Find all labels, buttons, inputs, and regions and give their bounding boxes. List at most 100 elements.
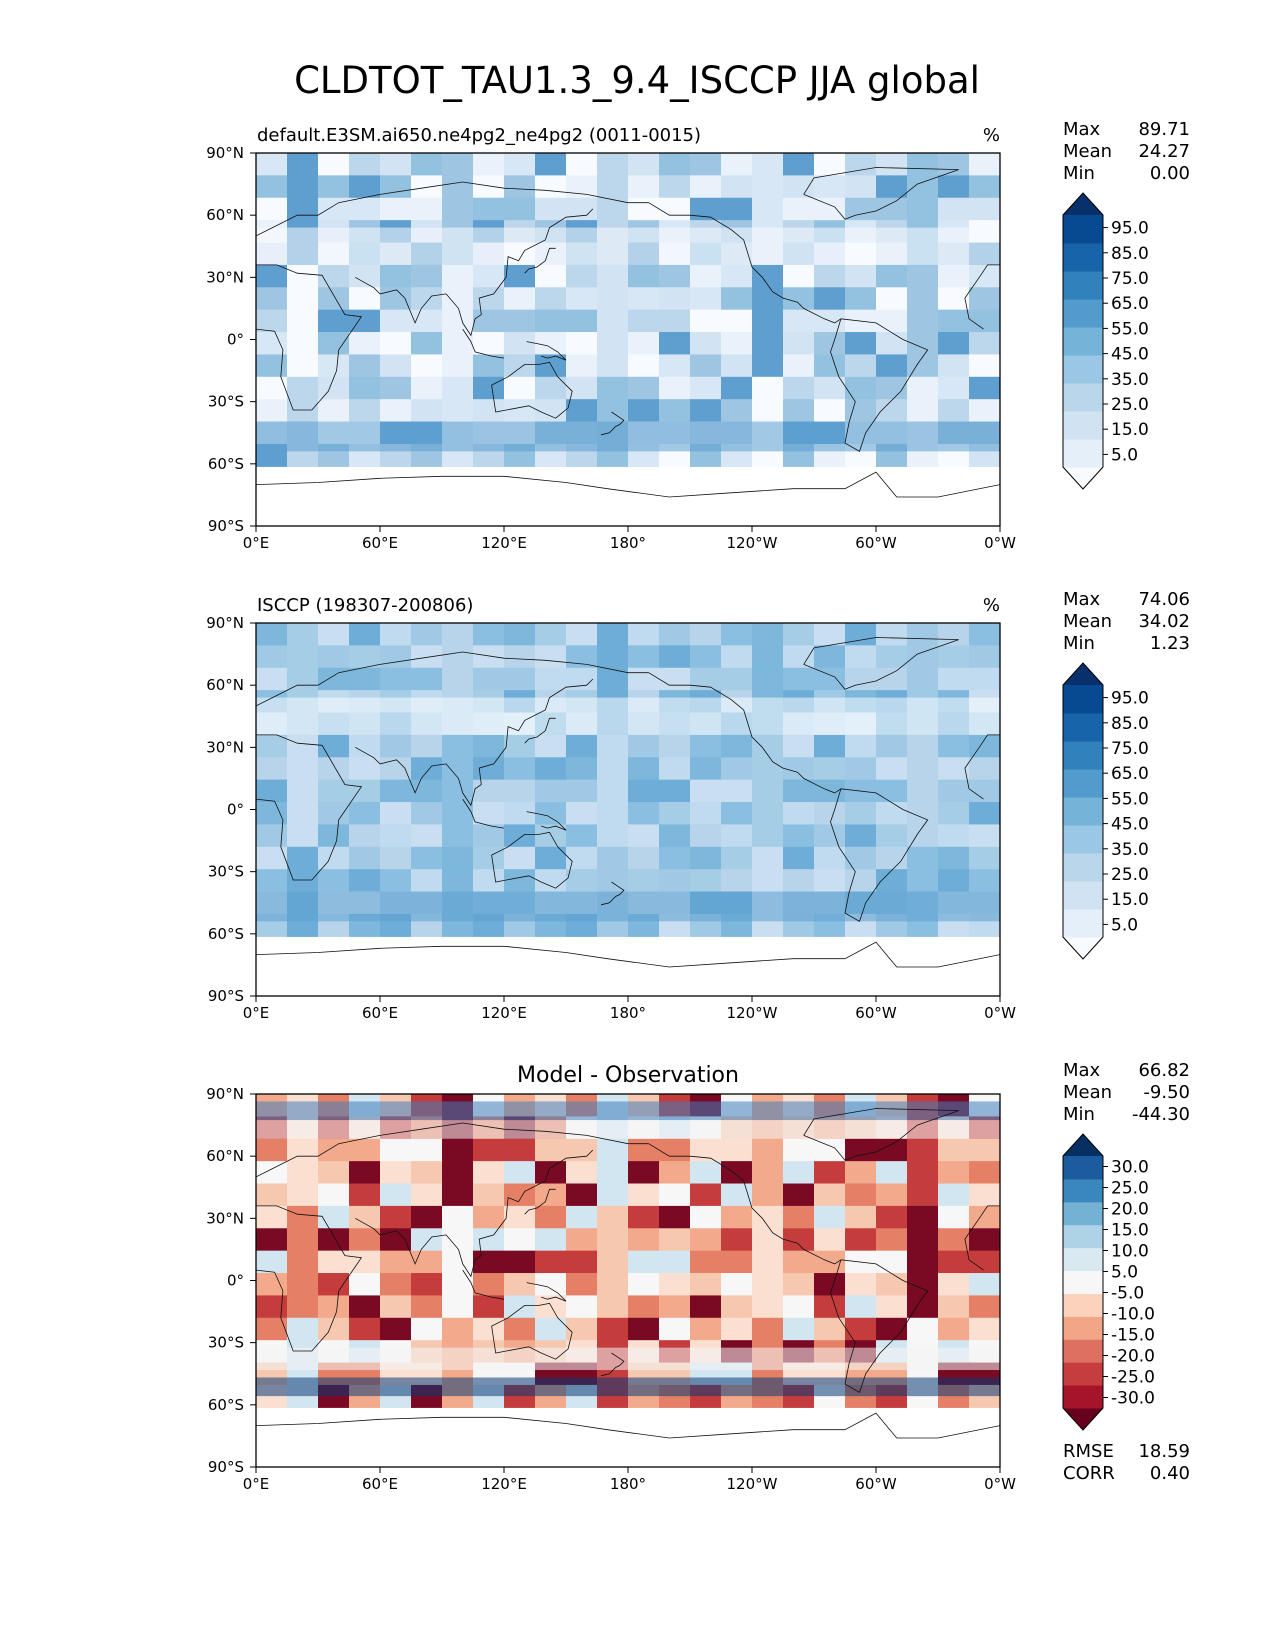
y-tick-label: 0° [227, 801, 244, 819]
figure-title: CLDTOT_TAU1.3_9.4_ISCCP JJA global [294, 59, 980, 102]
colorbar-tick-label: 65.0 [1111, 294, 1149, 314]
panel-obs-title: ISCCP (198307-200806) [257, 595, 473, 616]
x-tick-label: 120°E [481, 1004, 527, 1022]
y-tick-label: 30°S [208, 863, 244, 881]
colorbar-tick-label: 25.0 [1111, 1179, 1149, 1199]
stat-label: Min [1063, 163, 1095, 184]
y-tick-label: 60°N [206, 676, 244, 694]
colorbar-tick-label: 75.0 [1111, 269, 1149, 289]
x-tick-label: 0°W [984, 534, 1016, 552]
colorbar-tick-label: 95.0 [1111, 219, 1149, 239]
y-tick-label: 90°N [206, 144, 244, 162]
x-tick-label: 180° [610, 1004, 646, 1022]
x-tick-label: 0°E [243, 1004, 270, 1022]
x-tick-label: 180° [610, 1475, 646, 1493]
stat-value: -9.50 [1143, 1082, 1190, 1103]
panels: default.E3SM.ai650.ne4pg2_ne4pg2 (0011-0… [206, 119, 1190, 1493]
panel-obs-coastlines [256, 637, 1000, 968]
stat-value: 74.06 [1138, 589, 1190, 610]
stat-label: Min [1063, 1104, 1095, 1125]
bottom-stat-label: RMSE [1063, 1441, 1114, 1462]
colorbar-tick-label: 15.0 [1111, 1221, 1149, 1241]
stat-value: 1.23 [1150, 633, 1190, 654]
y-tick-label: 90°S [208, 987, 244, 1005]
colorbar-tick-label: 5.0 [1111, 1263, 1138, 1283]
colorbar-tick-label: 20.0 [1111, 1200, 1149, 1220]
colorbar-tick-label: 65.0 [1111, 764, 1149, 784]
stat-value: 66.82 [1138, 1060, 1190, 1081]
panel-obs: ISCCP (198307-200806) % 0°E 60°E 120°E 180° 12… [206, 589, 1190, 1022]
colorbar-tick-label: 55.0 [1111, 319, 1149, 339]
stat-label: Max [1063, 119, 1101, 140]
x-tick-label: 0°E [243, 534, 270, 552]
colorbar-tick-label: 25.0 [1111, 865, 1149, 885]
colorbar-tick-label: 75.0 [1111, 739, 1149, 759]
x-tick-label: 0°W [984, 1004, 1016, 1022]
x-tick-label: 180° [610, 534, 646, 552]
colorbar-tick-label: 35.0 [1111, 370, 1149, 390]
y-tick-label: 30°N [206, 738, 244, 756]
colorbar-tick-label: 35.0 [1111, 840, 1149, 860]
y-tick-label: 60°S [208, 925, 244, 943]
colorbar-tick-label: 95.0 [1111, 689, 1149, 709]
stat-value: 24.27 [1138, 141, 1190, 162]
colorbar-tick-label: -25.0 [1111, 1368, 1155, 1388]
colorbar-tick-label: 15.0 [1111, 890, 1149, 910]
colorbar-tick-label: -15.0 [1111, 1326, 1155, 1346]
x-tick-label: 60°E [362, 534, 398, 552]
colorbar-tick-label: 55.0 [1111, 789, 1149, 809]
x-tick-label: 120°E [481, 1475, 527, 1493]
x-tick-label: 60°E [362, 1475, 398, 1493]
y-tick-label: 90°N [206, 1085, 244, 1103]
panel-diff-title: Model - Observation [517, 1063, 739, 1088]
bottom-stat-value: 18.59 [1138, 1441, 1190, 1462]
colorbar-tick-label: 5.0 [1111, 445, 1138, 465]
panel-model-coastlines [256, 167, 1000, 498]
stat-label: Min [1063, 633, 1095, 654]
x-tick-label: 60°E [362, 1004, 398, 1022]
stat-value: 89.71 [1138, 119, 1190, 140]
stat-label: Mean [1063, 611, 1112, 632]
colorbar-tick-label: 15.0 [1111, 420, 1149, 440]
y-tick-label: 30°S [208, 393, 244, 411]
colorbar-tick-label: 5.0 [1111, 915, 1138, 935]
y-tick-label: 90°S [208, 1458, 244, 1476]
panel-obs-colorbar: 95.0 85.0 75.0 65.0 55.0 45.0 35.0 25.0 15.0 5.0 [1062, 662, 1149, 960]
panel-diff-coastlines [256, 1108, 1000, 1439]
panel-obs-field [256, 623, 1000, 996]
x-tick-label: 120°W [727, 1004, 778, 1022]
panel-diff-field [256, 1094, 1000, 1467]
stat-label: Max [1063, 589, 1101, 610]
panel-obs-units: % [983, 595, 1000, 616]
bottom-stat-value: 0.40 [1150, 1463, 1190, 1484]
y-tick-label: 0° [227, 331, 244, 349]
colorbar-tick-label: 45.0 [1111, 815, 1149, 835]
panel-model-colorbar: 95.0 85.0 75.0 65.0 55.0 45.0 35.0 25.0 15.0 5.0 [1062, 192, 1149, 490]
y-tick-label: 30°S [208, 1334, 244, 1352]
x-tick-label: 60°W [855, 1475, 897, 1493]
stat-value: -44.30 [1132, 1104, 1190, 1125]
x-tick-label: 60°W [855, 1004, 897, 1022]
colorbar-tick-label: 30.0 [1111, 1158, 1149, 1178]
colorbar-tick-label: 45.0 [1111, 345, 1149, 365]
panel-model: default.E3SM.ai650.ne4pg2_ne4pg2 (0011-0… [206, 119, 1190, 552]
y-tick-label: 60°S [208, 1396, 244, 1414]
x-tick-label: 120°E [481, 534, 527, 552]
colorbar-tick-label: -5.0 [1111, 1284, 1144, 1304]
stat-value: 0.00 [1150, 163, 1190, 184]
panel-diff-colorbar: 30.025.020.015.010.05.0-5.0-10.0-15.0-20… [1062, 1133, 1155, 1431]
x-tick-label: 120°W [727, 534, 778, 552]
y-tick-label: 30°N [206, 268, 244, 286]
y-tick-label: 90°N [206, 614, 244, 632]
stat-label: Mean [1063, 1082, 1112, 1103]
y-tick-label: 30°N [206, 1209, 244, 1227]
x-tick-label: 60°W [855, 534, 897, 552]
colorbar-tick-label: 25.0 [1111, 395, 1149, 415]
stat-label: Max [1063, 1060, 1101, 1081]
colorbar-tick-label: 85.0 [1111, 714, 1149, 734]
colorbar-tick-label: -20.0 [1111, 1347, 1155, 1367]
x-tick-label: 120°W [727, 1475, 778, 1493]
colorbar-tick-label: -10.0 [1111, 1305, 1155, 1325]
y-tick-label: 90°S [208, 517, 244, 535]
x-tick-label: 0°W [984, 1475, 1016, 1493]
